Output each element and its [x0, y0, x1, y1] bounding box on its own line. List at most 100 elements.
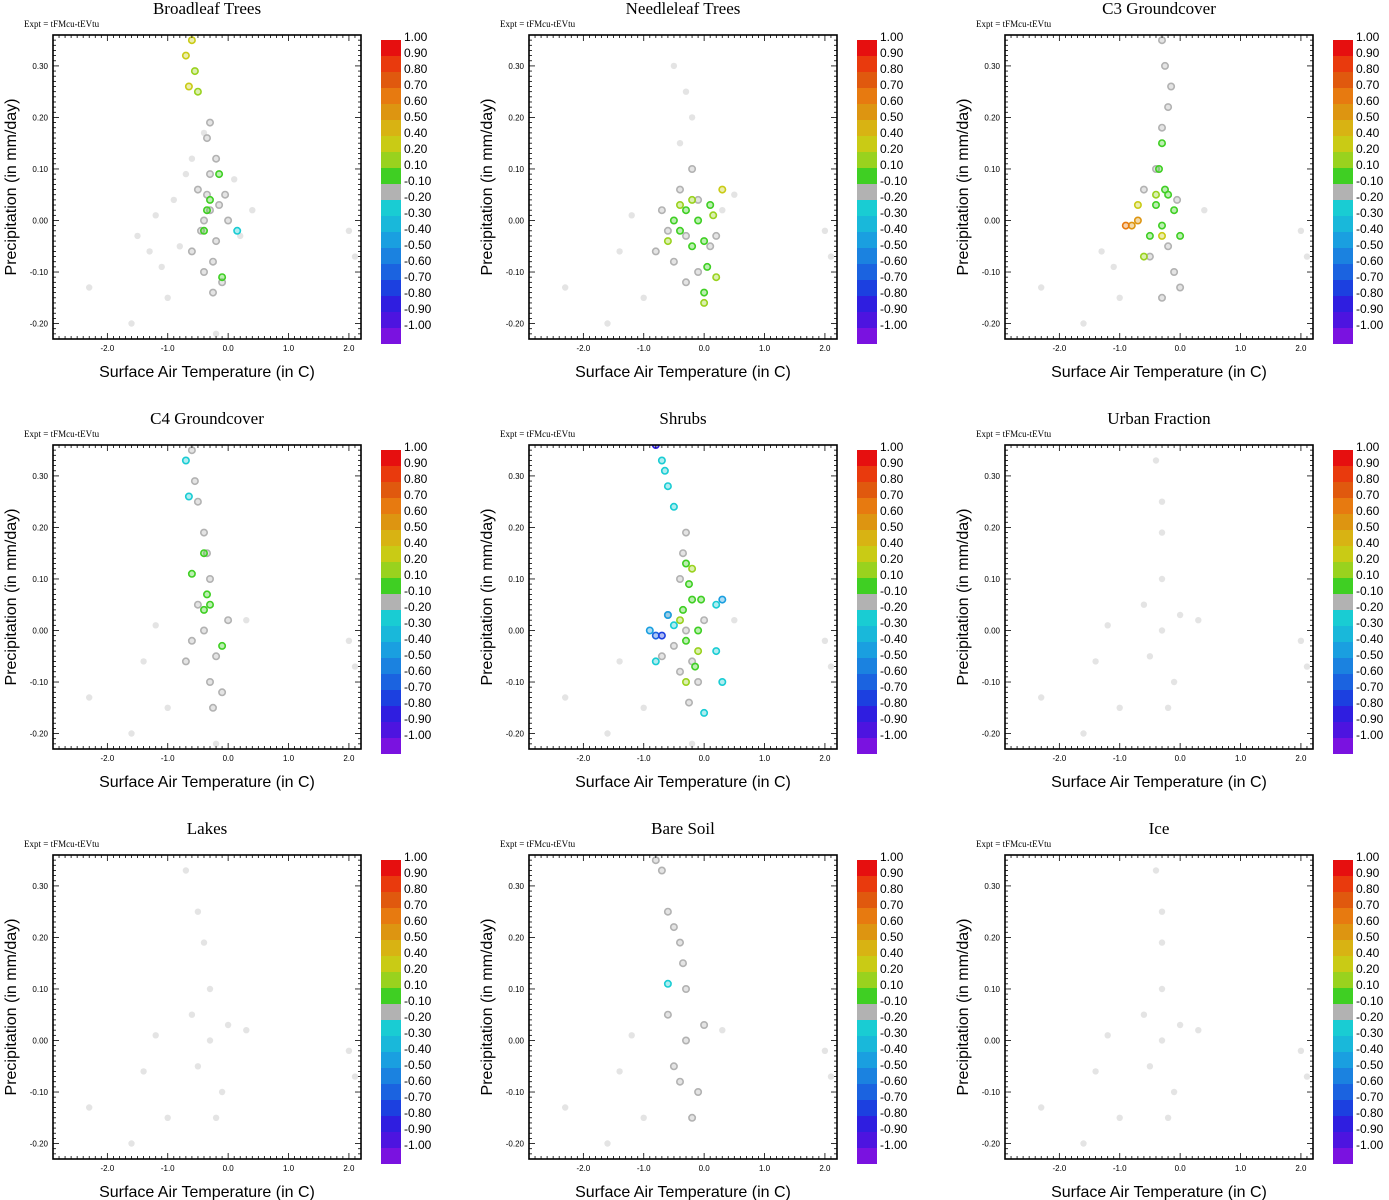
- colorbar-swatch: [857, 578, 877, 594]
- y-tick-label: 0.30: [32, 882, 48, 891]
- colorbar-label: -0.20: [1356, 190, 1384, 204]
- x-tick-label: 2.0: [819, 1164, 831, 1173]
- colorbar-label: -0.10: [404, 174, 432, 188]
- y-tick-label: -0.20: [506, 730, 525, 739]
- colorbar-swatch: [857, 72, 877, 88]
- data-point: [670, 62, 678, 70]
- colorbar-swatch: [381, 88, 401, 104]
- panel-title: Lakes: [187, 819, 228, 838]
- colorbar-swatch: [1333, 1004, 1353, 1020]
- colorbar-label: -0.60: [1356, 664, 1384, 678]
- y-tick-label: 0.30: [984, 882, 1000, 891]
- plot-frame: [52, 34, 362, 340]
- x-tick-label: -1.0: [637, 344, 651, 353]
- colorbar-label: -0.90: [1356, 302, 1384, 316]
- colorbar-label: -0.90: [404, 1122, 432, 1136]
- data-point: [663, 611, 672, 620]
- data-point: [691, 662, 700, 671]
- data-point: [1158, 498, 1166, 505]
- y-tick-label: -0.20: [982, 730, 1001, 739]
- colorbar-swatch: [381, 56, 401, 72]
- x-tick-label: 2.0: [819, 754, 831, 763]
- colorbar-label: 0.20: [1356, 142, 1380, 156]
- data-point: [1176, 283, 1185, 292]
- data-point: [682, 677, 691, 686]
- data-point: [669, 641, 678, 650]
- colorbar-swatch: [857, 1052, 877, 1068]
- data-point: [351, 253, 359, 260]
- colorbar-swatch: [1333, 860, 1353, 876]
- x-axis-label: Surface Air Temperature (in C): [1051, 774, 1267, 791]
- y-tick-label: 0.20: [984, 523, 1000, 532]
- colorbar-swatch: [1333, 956, 1353, 972]
- x-tick-label: -1.0: [637, 1164, 651, 1173]
- panel-7: Lakes Expt = tFMcu-tEVtu -2.0 -1.0 0.0 1.0 2.0…: [3, 819, 432, 1200]
- colorbar-swatch: [381, 184, 401, 200]
- x-tick-label: 1.0: [283, 344, 295, 353]
- data-point: [1139, 252, 1148, 261]
- data-point: [206, 195, 215, 204]
- data-point: [562, 284, 569, 291]
- data-point: [1158, 139, 1167, 148]
- data-point: [604, 320, 611, 327]
- colorbar-label: 0.90: [404, 866, 428, 880]
- colorbar-swatch: [381, 104, 401, 120]
- data-point: [719, 207, 726, 214]
- data-point: [187, 636, 196, 645]
- data-point: [694, 677, 703, 686]
- x-tick-label: 2.0: [343, 1164, 355, 1173]
- x-tick-label: 1.0: [759, 754, 771, 763]
- data-point: [660, 466, 669, 475]
- colorbar-label: -0.20: [404, 190, 432, 204]
- colorbar-label: -0.80: [404, 1106, 432, 1120]
- x-tick-label: 1.0: [283, 1164, 295, 1173]
- colorbar-swatch: [1333, 104, 1353, 120]
- x-tick-label: -1.0: [1113, 1164, 1127, 1173]
- colorbar-label: 0.80: [880, 62, 904, 76]
- data-point: [1140, 1011, 1148, 1018]
- data-point: [184, 492, 193, 501]
- y-tick-label: 0.10: [32, 985, 48, 994]
- data-point: [676, 140, 684, 147]
- data-point: [190, 67, 199, 76]
- colorbar-label: 0.70: [1356, 78, 1380, 92]
- colorbar-swatch: [857, 690, 877, 706]
- data-point: [212, 740, 220, 747]
- colorbar-label: -0.50: [880, 238, 908, 252]
- colorbar-swatch: [381, 450, 401, 466]
- data-point: [821, 1047, 829, 1054]
- data-point: [1140, 601, 1148, 608]
- colorbar-swatch: [857, 674, 877, 690]
- expt-label: Expt = tFMcu-tEVtu: [24, 19, 100, 29]
- scatter-points: [1038, 457, 1311, 737]
- x-tick-label: 1.0: [759, 1164, 771, 1173]
- colorbar-label: 0.50: [1356, 520, 1380, 534]
- data-point: [193, 185, 202, 194]
- data-point: [200, 226, 209, 235]
- y-tick-label: 0.30: [984, 472, 1000, 481]
- data-point: [1164, 704, 1172, 711]
- colorbar-label: -0.80: [880, 696, 908, 710]
- colorbar-label: -0.30: [1356, 1026, 1384, 1040]
- panel-title: Needleleaf Trees: [626, 0, 741, 18]
- colorbar-label: 0.60: [1356, 914, 1380, 928]
- data-point: [663, 237, 672, 246]
- colorbar-label: -0.80: [880, 286, 908, 300]
- colorbar-swatch: [857, 296, 877, 312]
- y-tick-label: 0.30: [32, 62, 48, 71]
- colorbar-swatch: [857, 642, 877, 658]
- colorbar-swatch: [857, 88, 877, 104]
- data-point: [712, 231, 721, 240]
- y-tick-label: 0.20: [984, 933, 1000, 942]
- expt-label: Expt = tFMcu-tEVtu: [500, 19, 576, 29]
- colorbar-label: -0.30: [880, 1026, 908, 1040]
- colorbar-swatch: [1333, 56, 1353, 72]
- y-tick-label: -0.10: [30, 1088, 49, 1097]
- expt-label: Expt = tFMcu-tEVtu: [500, 429, 576, 439]
- colorbar-label: 0.70: [404, 898, 428, 912]
- data-point: [134, 232, 141, 240]
- data-point: [669, 216, 678, 225]
- data-point: [657, 456, 666, 465]
- colorbar-swatch: [857, 248, 877, 264]
- y-tick-label: -0.10: [30, 268, 49, 277]
